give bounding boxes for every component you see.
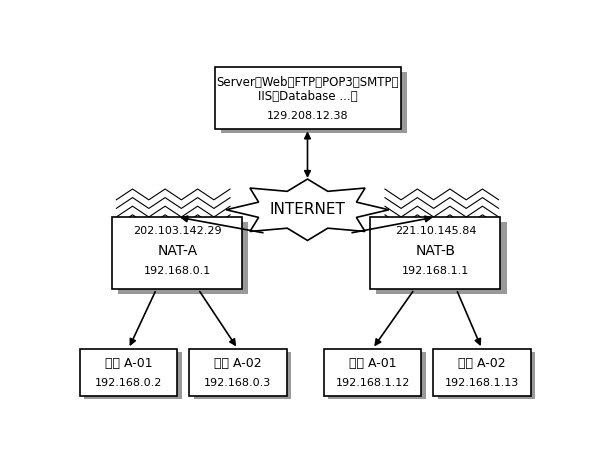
Text: 电脑 A-02: 电脑 A-02: [458, 357, 506, 371]
FancyBboxPatch shape: [221, 72, 407, 133]
Text: 电脑 A-01: 电脑 A-01: [349, 357, 397, 371]
Polygon shape: [226, 179, 389, 241]
FancyBboxPatch shape: [194, 352, 291, 400]
Text: INTERNET: INTERNET: [269, 202, 346, 217]
FancyBboxPatch shape: [215, 67, 401, 129]
FancyBboxPatch shape: [189, 349, 287, 396]
Text: NAT-A: NAT-A: [157, 244, 197, 258]
Text: Server（Web、FTP、POP3、SMTP、: Server（Web、FTP、POP3、SMTP、: [216, 76, 399, 89]
FancyBboxPatch shape: [84, 352, 182, 400]
Text: 192.168.0.1: 192.168.0.1: [143, 266, 211, 276]
Text: 192.168.1.12: 192.168.1.12: [335, 378, 410, 387]
Text: IIS、Database ...）: IIS、Database ...）: [257, 90, 358, 103]
Text: 221.10.145.84: 221.10.145.84: [395, 227, 476, 236]
Text: 129.208.12.38: 129.208.12.38: [266, 111, 349, 121]
FancyBboxPatch shape: [370, 217, 500, 289]
Text: 192.168.0.2: 192.168.0.2: [95, 378, 162, 387]
FancyBboxPatch shape: [324, 349, 421, 396]
Text: 192.168.0.3: 192.168.0.3: [204, 378, 271, 387]
Text: 电脑 A-02: 电脑 A-02: [214, 357, 262, 371]
FancyBboxPatch shape: [328, 352, 426, 400]
Text: 202.103.142.29: 202.103.142.29: [133, 227, 221, 236]
FancyBboxPatch shape: [376, 222, 506, 294]
FancyBboxPatch shape: [433, 349, 531, 396]
FancyBboxPatch shape: [80, 349, 178, 396]
FancyBboxPatch shape: [112, 217, 242, 289]
FancyBboxPatch shape: [118, 222, 248, 294]
Text: 192.168.1.1: 192.168.1.1: [402, 266, 469, 276]
Text: NAT-B: NAT-B: [415, 244, 455, 258]
FancyBboxPatch shape: [438, 352, 535, 400]
Text: 192.168.1.13: 192.168.1.13: [445, 378, 519, 387]
Text: 电脑 A-01: 电脑 A-01: [104, 357, 152, 371]
